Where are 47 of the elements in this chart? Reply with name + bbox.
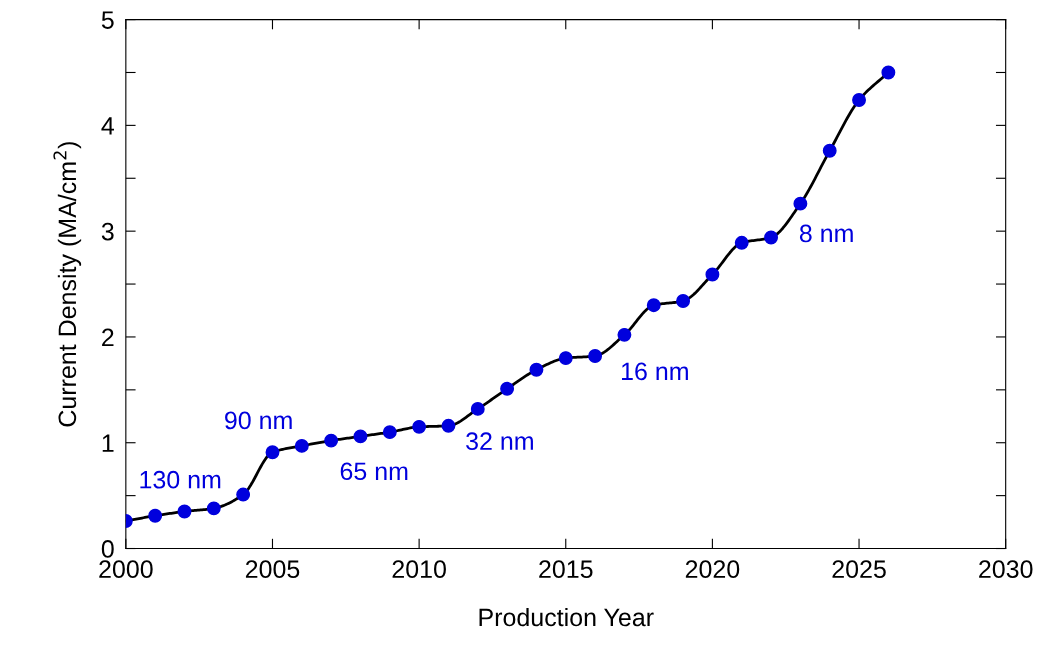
y-tick-label: 3 <box>101 222 114 241</box>
y-tick-label: 2 <box>102 328 114 347</box>
point <box>705 267 720 282</box>
point <box>793 196 808 211</box>
point <box>676 294 691 308</box>
point <box>441 418 456 433</box>
point <box>852 93 866 107</box>
point <box>470 401 485 416</box>
point <box>412 419 427 434</box>
point <box>265 445 280 460</box>
y-tick-label: 1 <box>102 434 114 452</box>
point <box>500 381 515 396</box>
y-axis-title: Current Density (MA/cm$^{2}$) <box>53 142 82 427</box>
annotation: 8 nm <box>799 224 853 243</box>
annotation: 65 nm <box>340 462 408 481</box>
point <box>148 508 163 523</box>
x-tick-label: 2020 <box>685 560 740 578</box>
y-tick-label: 5 <box>101 11 114 29</box>
annotation: 130 nm <box>140 470 221 489</box>
point <box>324 433 339 448</box>
point <box>206 501 221 516</box>
point <box>353 429 368 444</box>
point <box>764 230 779 245</box>
point <box>734 235 749 250</box>
x-tick-label: 2000 <box>99 560 153 578</box>
point <box>558 351 573 366</box>
annotation: 90 nm <box>225 411 292 430</box>
point <box>382 425 397 440</box>
y-tick-label: 0 <box>101 540 114 558</box>
point <box>529 362 544 377</box>
x-tick-label: 2030 <box>979 560 1033 578</box>
point <box>822 143 837 158</box>
point <box>617 327 632 342</box>
x-tick-label: 2025 <box>832 560 886 578</box>
point <box>881 65 896 80</box>
point <box>294 438 309 453</box>
point <box>177 504 192 519</box>
point <box>236 487 251 502</box>
y-tick-label: 4 <box>101 117 114 135</box>
x-tick-label: 2005 <box>245 560 300 578</box>
x-tick-label: 2015 <box>539 560 593 578</box>
annotation: 32 nm <box>466 432 533 451</box>
annotation: 16 nm <box>621 362 688 381</box>
point <box>588 349 603 363</box>
x-tick-label: 2010 <box>392 560 446 578</box>
point <box>646 298 661 313</box>
x-axis-title: Production Year <box>479 607 654 627</box>
